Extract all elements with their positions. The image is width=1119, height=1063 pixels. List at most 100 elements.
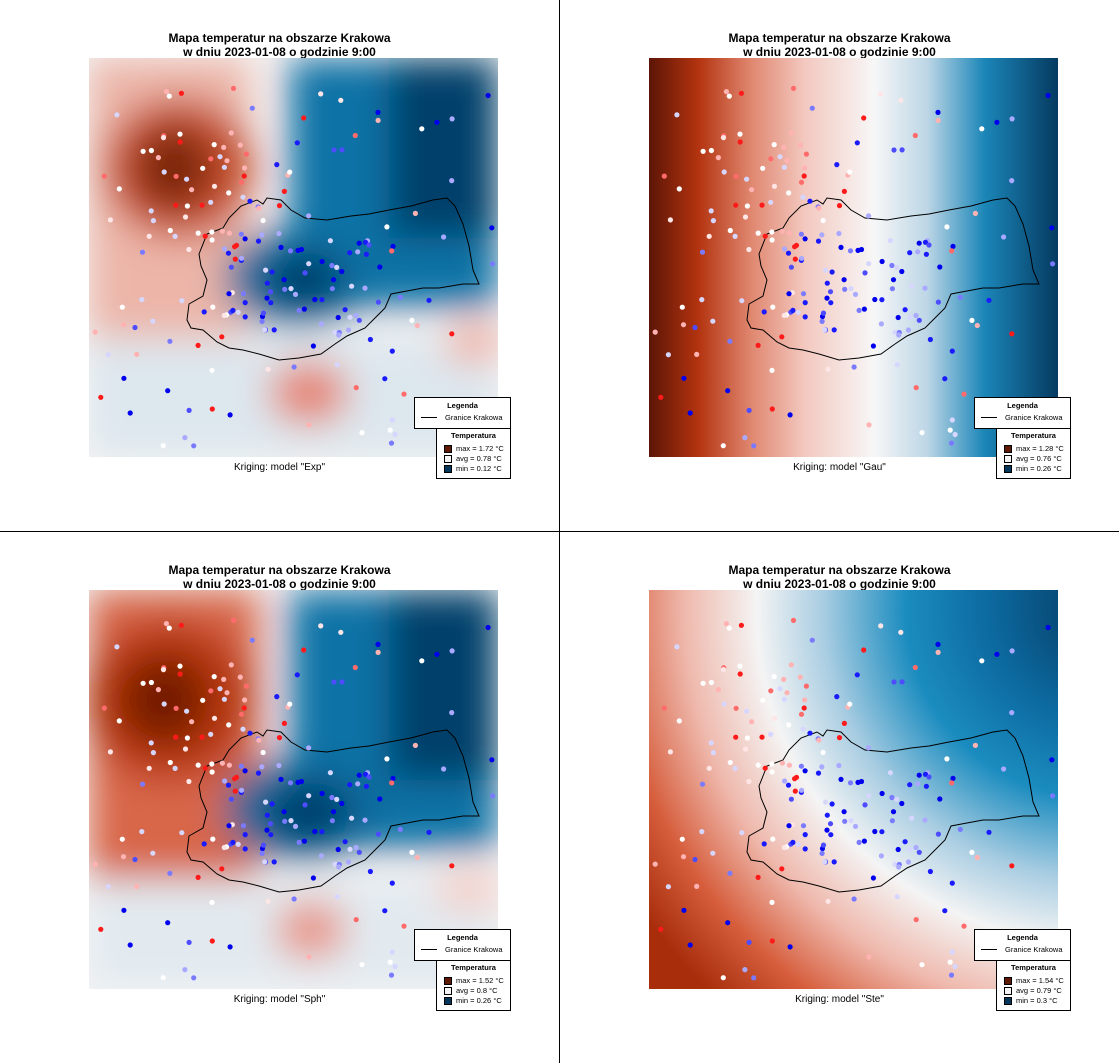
station-point <box>191 975 197 981</box>
station-point <box>209 367 215 373</box>
station-point <box>759 734 765 740</box>
temperature-map-gau <box>649 58 1058 457</box>
station-point <box>281 188 287 194</box>
station-point <box>211 183 218 189</box>
station-point <box>327 238 333 244</box>
station-point <box>434 651 440 657</box>
station-point <box>799 787 805 793</box>
station-point <box>281 809 287 815</box>
station-point <box>224 158 230 164</box>
station-point <box>155 687 161 693</box>
station-point <box>334 894 340 900</box>
legend-max-row: max = 1.28 °C <box>1004 444 1064 454</box>
station-point <box>854 140 860 146</box>
station-point <box>949 949 955 955</box>
station-point <box>342 839 348 845</box>
station-point <box>209 406 215 412</box>
station-point <box>362 285 368 291</box>
legend-max: max = 1.54 °C <box>1016 976 1064 985</box>
station-point <box>856 839 862 845</box>
station-point <box>226 291 232 297</box>
station-point <box>375 299 381 305</box>
station-point <box>838 776 844 782</box>
station-point <box>726 93 732 99</box>
station-point <box>263 799 269 805</box>
station-point <box>802 768 808 774</box>
station-point <box>225 782 232 788</box>
station-point <box>788 130 794 136</box>
station-point <box>306 213 312 219</box>
station-point <box>708 679 714 686</box>
station-point <box>389 417 395 423</box>
station-point <box>793 774 800 780</box>
station-point <box>815 770 822 776</box>
station-point <box>720 443 726 449</box>
map-panel-ste: Mapa temperatur na obszarze Krakowa w dn… <box>560 532 1119 1063</box>
station-point <box>274 162 280 168</box>
station-point <box>160 135 167 141</box>
station-point <box>912 132 918 139</box>
station-point <box>179 830 185 836</box>
station-point <box>781 164 787 170</box>
station-point <box>862 270 868 276</box>
station-point <box>744 735 750 741</box>
station-point <box>974 854 980 861</box>
station-point <box>441 766 447 772</box>
station-point <box>146 765 152 771</box>
station-point <box>872 828 878 835</box>
station-point <box>232 256 238 262</box>
max-swatch <box>444 977 452 986</box>
station-point <box>210 836 216 842</box>
station-point <box>866 954 872 960</box>
station-point <box>861 115 867 121</box>
station-point <box>727 338 733 344</box>
station-point <box>890 809 897 815</box>
map-title: Mapa temperatur na obszarze Krakowa w dn… <box>0 563 559 591</box>
station-point <box>927 868 933 875</box>
min-swatch <box>444 465 452 474</box>
station-point <box>680 322 687 328</box>
station-point <box>271 859 277 865</box>
station-point <box>267 289 274 295</box>
station-point <box>184 176 190 182</box>
station-point <box>786 823 792 829</box>
station-point <box>356 240 362 246</box>
station-point <box>994 651 1000 657</box>
station-point <box>894 894 900 900</box>
station-point <box>362 239 369 245</box>
legend-box: Legenda Granice Krakowa <box>414 929 511 961</box>
station-point <box>746 778 752 785</box>
station-point <box>347 314 353 320</box>
station-point <box>828 832 834 838</box>
station-point <box>243 151 249 157</box>
station-point <box>909 283 915 289</box>
station-point <box>259 318 265 324</box>
station-point <box>412 210 418 216</box>
station-point <box>139 249 146 255</box>
station-point <box>166 625 172 631</box>
station-point <box>134 883 140 889</box>
station-point <box>1050 261 1056 267</box>
station-point <box>259 232 265 238</box>
station-points <box>652 617 1056 981</box>
station-point <box>329 794 335 801</box>
station-point <box>375 109 381 115</box>
station-point <box>177 139 183 145</box>
station-point <box>202 765 208 771</box>
station-point <box>389 780 395 786</box>
station-point <box>228 264 234 270</box>
station-point <box>163 621 169 627</box>
station-point <box>652 861 658 867</box>
station-point <box>338 629 344 635</box>
station-point <box>384 756 390 762</box>
station-point <box>397 294 403 300</box>
station-point <box>375 117 381 123</box>
station-point <box>163 89 169 95</box>
station-point <box>177 671 183 677</box>
station-point <box>699 781 706 787</box>
station-point <box>744 203 750 209</box>
station-point <box>1009 648 1015 654</box>
station-point <box>167 227 173 234</box>
station-point <box>382 376 388 382</box>
station-point <box>793 242 800 248</box>
